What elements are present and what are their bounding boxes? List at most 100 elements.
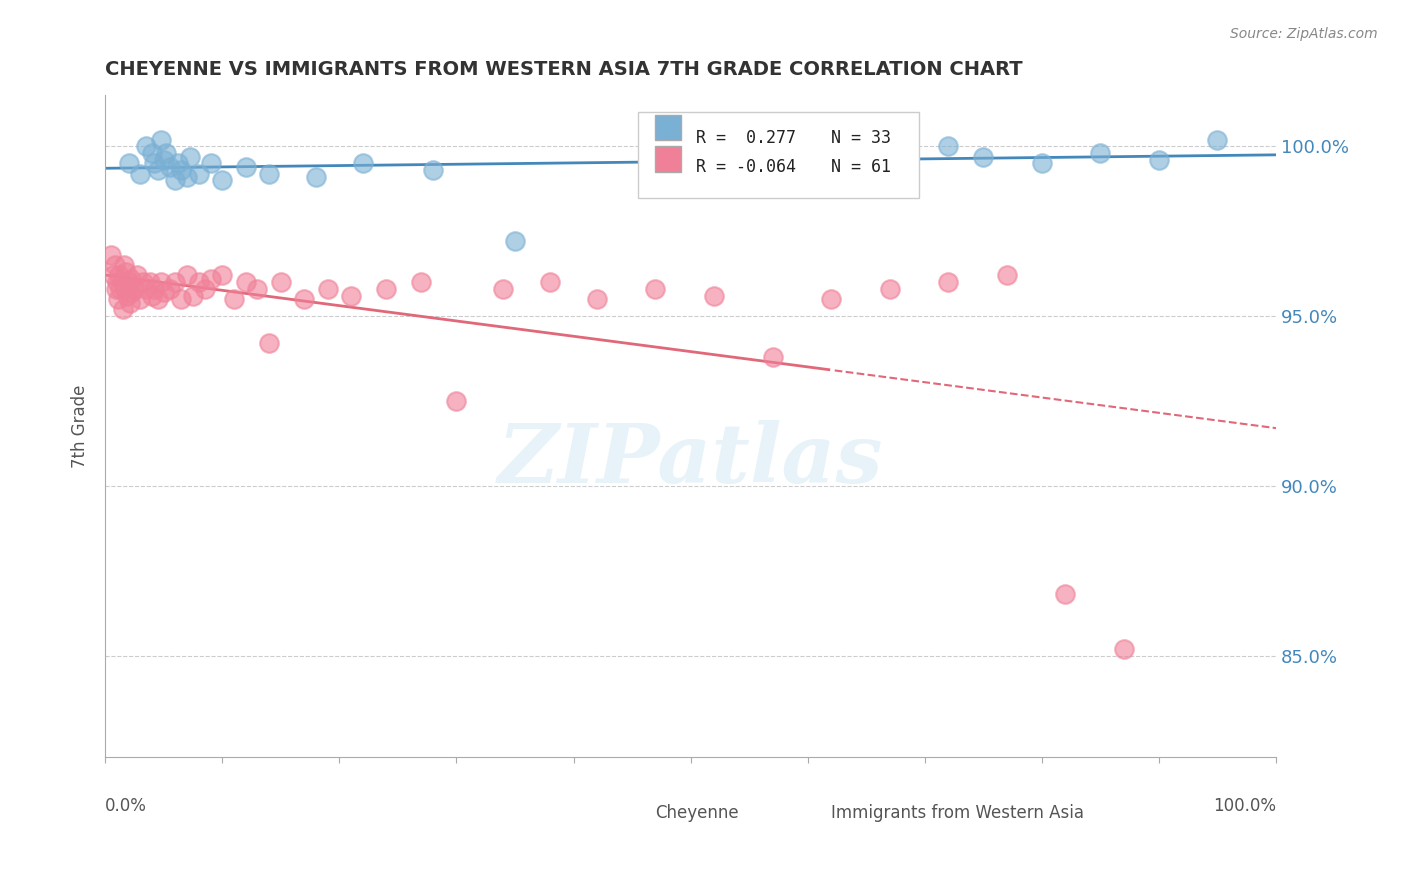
Point [165,173,187,187]
Point [179,149,201,163]
Point [143,156,166,170]
Point [292,292,315,306]
Point [411,275,433,289]
Point [936,139,959,153]
Point [246,282,269,296]
Point [820,292,842,306]
Text: ZIPatlas: ZIPatlas [498,419,883,500]
Point [890,143,912,157]
Point [1112,641,1135,656]
Point [176,268,198,283]
Point [211,173,233,187]
Point [211,268,233,283]
Point [305,169,328,184]
Point [1031,156,1053,170]
Point [138,275,160,289]
Point [1147,153,1170,167]
Point [194,282,217,296]
FancyBboxPatch shape [790,790,811,814]
Point [117,156,139,170]
Point [375,282,398,296]
Point [761,350,783,364]
Point [112,258,135,272]
Point [120,271,142,285]
FancyBboxPatch shape [638,112,920,198]
Point [176,169,198,184]
Point [117,289,139,303]
Point [995,268,1018,283]
Point [115,265,138,279]
Point [422,163,444,178]
Point [131,275,153,289]
Point [105,275,128,289]
Point [257,336,280,351]
Point [104,282,127,296]
Point [235,160,257,174]
Point [222,292,245,306]
Point [141,289,163,303]
Point [492,282,515,296]
Point [796,146,818,161]
Point [257,167,280,181]
Text: N = 61: N = 61 [831,158,891,177]
Point [141,146,163,161]
Point [1090,146,1112,161]
FancyBboxPatch shape [626,790,647,814]
Point [738,156,761,170]
FancyBboxPatch shape [655,146,682,171]
Text: 100.0%: 100.0% [1213,797,1277,815]
Point [125,268,148,283]
Point [129,167,152,181]
Point [159,282,181,296]
Point [316,282,339,296]
Point [110,275,132,289]
Text: R = -0.064: R = -0.064 [696,158,796,177]
Point [135,282,157,296]
Point [235,275,257,289]
Point [135,139,157,153]
Point [143,282,166,296]
Point [352,156,374,170]
Point [187,275,209,289]
Y-axis label: 7th Grade: 7th Grade [72,384,89,468]
Point [879,282,901,296]
Point [340,289,363,303]
Point [146,292,169,306]
Point [150,132,173,146]
Point [103,268,125,283]
Point [118,295,141,310]
Text: 0.0%: 0.0% [105,797,148,815]
Text: CHEYENNE VS IMMIGRANTS FROM WESTERN ASIA 7TH GRADE CORRELATION CHART: CHEYENNE VS IMMIGRANTS FROM WESTERN ASIA… [105,60,1022,78]
Point [1206,132,1229,146]
Point [152,285,174,300]
Point [146,163,169,178]
Text: Immigrants from Western Asia: Immigrants from Western Asia [831,804,1084,822]
Point [110,282,132,296]
Point [538,275,561,289]
Point [586,292,609,306]
Point [1054,587,1077,601]
Point [150,275,173,289]
Point [170,292,193,306]
Point [200,271,222,285]
Point [270,275,292,289]
Point [181,289,204,303]
Point [108,268,131,283]
FancyBboxPatch shape [655,115,682,140]
Point [159,160,181,174]
Point [100,248,122,262]
Text: N = 33: N = 33 [831,128,891,146]
Point [644,282,666,296]
Point [503,235,526,249]
Point [117,275,139,289]
Point [165,275,187,289]
Text: Source: ZipAtlas.com: Source: ZipAtlas.com [1230,27,1378,41]
Point [936,275,959,289]
Point [187,167,209,181]
Point [166,156,188,170]
Point [129,292,152,306]
Point [155,146,177,161]
Point [124,282,146,296]
Point [103,258,125,272]
Point [107,292,129,306]
